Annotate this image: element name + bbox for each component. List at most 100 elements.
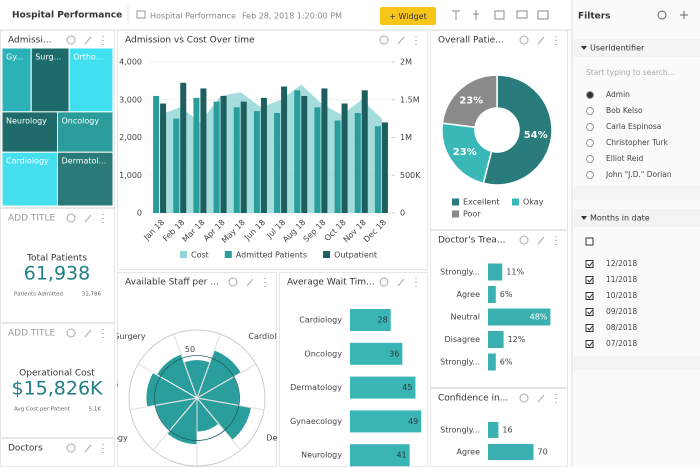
widget-icons[interactable] (379, 35, 417, 45)
treemap-label: Cardiology (6, 157, 49, 166)
month-option: 07/2018 (606, 339, 637, 348)
info-icon (228, 277, 238, 287)
filters-icons[interactable] (657, 10, 688, 20)
category-label: Neurology (301, 451, 342, 460)
widget-title: Doctors (8, 444, 43, 454)
kpi-label: Operational Cost (19, 369, 95, 379)
bar (213, 101, 220, 213)
info-icon (66, 328, 76, 338)
legend-label: Poor (463, 210, 481, 219)
edit-icon (84, 329, 92, 338)
y2-tick-label: 0 (400, 209, 405, 218)
filter-footer (574, 356, 700, 370)
checkbox[interactable] (585, 292, 594, 300)
toolbar-icons[interactable] (452, 10, 549, 20)
widget: ADD TITLE Operational Cost$15,826K Avg Cos… (0, 323, 115, 438)
widget-icons[interactable] (66, 35, 104, 45)
legend-swatch (512, 198, 519, 206)
radio-button[interactable] (586, 91, 594, 99)
widget-title: ADD TITLE (8, 329, 56, 339)
radio-button[interactable] (586, 139, 594, 147)
legend-swatch (452, 210, 459, 218)
widget-icons[interactable] (379, 277, 417, 287)
radio-button[interactable] (586, 171, 594, 179)
info-icon (66, 443, 76, 453)
bar (488, 331, 504, 348)
widget-button-label[interactable]: + Widget (389, 12, 426, 21)
kpi-label: Total Patients (26, 254, 87, 264)
bar (488, 263, 503, 281)
widget-icons[interactable] (66, 213, 104, 223)
kpi-value: 61,938 (24, 263, 90, 285)
bar (180, 82, 187, 213)
bar (200, 88, 207, 213)
widget-icons[interactable] (519, 235, 557, 245)
widget-icons[interactable] (519, 35, 557, 45)
treemap-label: Dermatol... (62, 157, 107, 166)
check (587, 261, 593, 267)
bar (488, 353, 496, 371)
radio-button[interactable] (586, 107, 594, 115)
radio-button[interactable] (586, 123, 594, 131)
value-label: 36 (389, 349, 399, 358)
checkbox[interactable] (585, 340, 594, 348)
legend-label: Outpatient (334, 251, 377, 260)
treemap-cell (1, 151, 58, 207)
filter-section-title: Months in date (590, 214, 650, 223)
y2-tick-label: 1.5M (400, 95, 420, 104)
y-tick-label: 3,000 (119, 95, 142, 104)
category-label: Disagree (445, 335, 481, 344)
bar (334, 120, 341, 213)
y-tick-label: 2,000 (119, 133, 142, 142)
widget: Admission vs Cost Over time 0 1,000 2,000 3,… (117, 30, 428, 270)
bar (374, 126, 381, 213)
widget-button[interactable] (380, 7, 436, 25)
dashboard-name[interactable]: Hospital Performance (150, 12, 236, 21)
category-label: Agree (456, 290, 480, 299)
treemap-label: Gy... (6, 53, 23, 62)
bar (381, 122, 388, 213)
category-label: Strongly... (440, 358, 480, 367)
bar (350, 309, 391, 331)
widget-icons[interactable] (519, 393, 557, 403)
y-tick-label: 0 (137, 209, 142, 218)
widget-icons[interactable] (66, 443, 104, 453)
polar-spoke (173, 333, 198, 399)
dashboard-icon (136, 10, 146, 19)
bar (153, 95, 160, 213)
checkbox[interactable] (585, 276, 594, 284)
edit-icon (537, 36, 545, 45)
edit-icon (246, 278, 254, 287)
filter-section-title: UserIdentifier (590, 44, 645, 53)
value-label: 49 (408, 417, 418, 426)
legend-swatch (323, 251, 331, 258)
widget-title: Average Wait Tim... (287, 278, 375, 288)
widget: Confidence in... Strongly... 16 Agree 70 (430, 388, 568, 467)
bar (240, 101, 247, 213)
bar (341, 103, 348, 213)
radio-button[interactable] (586, 155, 594, 163)
bar (350, 342, 403, 365)
legend-swatch (452, 198, 459, 206)
checkbox[interactable] (585, 260, 594, 268)
checkbox[interactable] (585, 324, 594, 332)
legend-swatch (180, 251, 187, 258)
bar (350, 376, 416, 399)
filter-section-header (574, 39, 700, 57)
value-label: 28 (378, 316, 388, 325)
edit-icon (397, 278, 405, 287)
bar (260, 97, 267, 213)
checkbox[interactable] (585, 308, 594, 316)
widget-icons[interactable] (228, 277, 266, 287)
check (587, 309, 593, 315)
value-label: 6% (500, 358, 513, 367)
polar-spoke (196, 363, 257, 399)
widget-title: Admissi... (8, 36, 51, 46)
polar-spoke (152, 397, 198, 451)
donut-slice (441, 74, 498, 129)
widget-icons[interactable] (66, 328, 104, 338)
y2-tick-label: 2M (400, 58, 412, 67)
info-icon (379, 277, 389, 287)
category-label: Strongly... (440, 268, 480, 277)
